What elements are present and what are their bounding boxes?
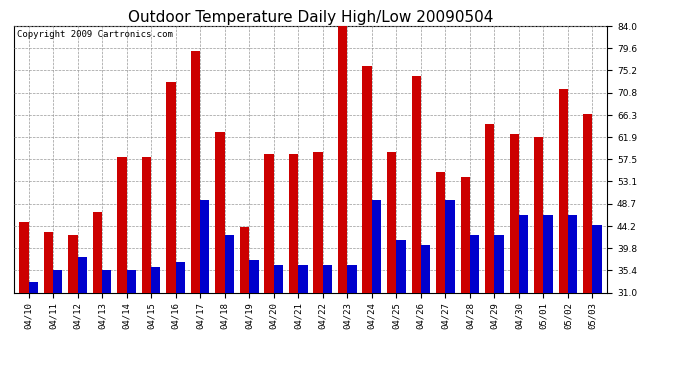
Bar <box>593 225 602 292</box>
Bar <box>568 214 578 292</box>
Bar <box>151 267 161 292</box>
Bar <box>510 134 519 292</box>
Bar <box>470 235 479 292</box>
Bar <box>387 152 396 292</box>
Bar <box>544 214 553 292</box>
Bar <box>166 81 176 292</box>
Title: Outdoor Temperature Daily High/Low 20090504: Outdoor Temperature Daily High/Low 20090… <box>128 10 493 25</box>
Text: Copyright 2009 Cartronics.com: Copyright 2009 Cartronics.com <box>17 30 172 39</box>
Bar <box>142 157 151 292</box>
Bar <box>421 245 430 292</box>
Bar <box>102 270 111 292</box>
Bar <box>338 21 347 292</box>
Bar <box>200 200 210 292</box>
Bar <box>19 222 28 292</box>
Bar <box>323 265 332 292</box>
Bar <box>519 214 529 292</box>
Bar <box>445 200 455 292</box>
Bar <box>347 265 357 292</box>
Bar <box>495 235 504 292</box>
Bar <box>43 232 53 292</box>
Bar <box>249 260 259 292</box>
Bar <box>289 154 298 292</box>
Bar <box>396 240 406 292</box>
Bar <box>92 212 102 292</box>
Bar <box>362 66 372 292</box>
Bar <box>176 262 185 292</box>
Bar <box>68 235 77 292</box>
Bar <box>372 200 381 292</box>
Bar <box>225 235 234 292</box>
Bar <box>313 152 323 292</box>
Bar <box>240 227 249 292</box>
Bar <box>485 124 495 292</box>
Bar <box>264 154 274 292</box>
Bar <box>298 265 308 292</box>
Bar <box>191 51 200 292</box>
Bar <box>460 177 470 292</box>
Bar <box>215 132 225 292</box>
Bar <box>117 157 126 292</box>
Bar <box>274 265 283 292</box>
Bar <box>53 270 62 292</box>
Bar <box>411 76 421 292</box>
Bar <box>559 89 568 292</box>
Bar <box>436 172 445 292</box>
Bar <box>534 137 544 292</box>
Bar <box>28 282 38 292</box>
Bar <box>77 257 87 292</box>
Bar <box>126 270 136 292</box>
Bar <box>583 114 593 292</box>
